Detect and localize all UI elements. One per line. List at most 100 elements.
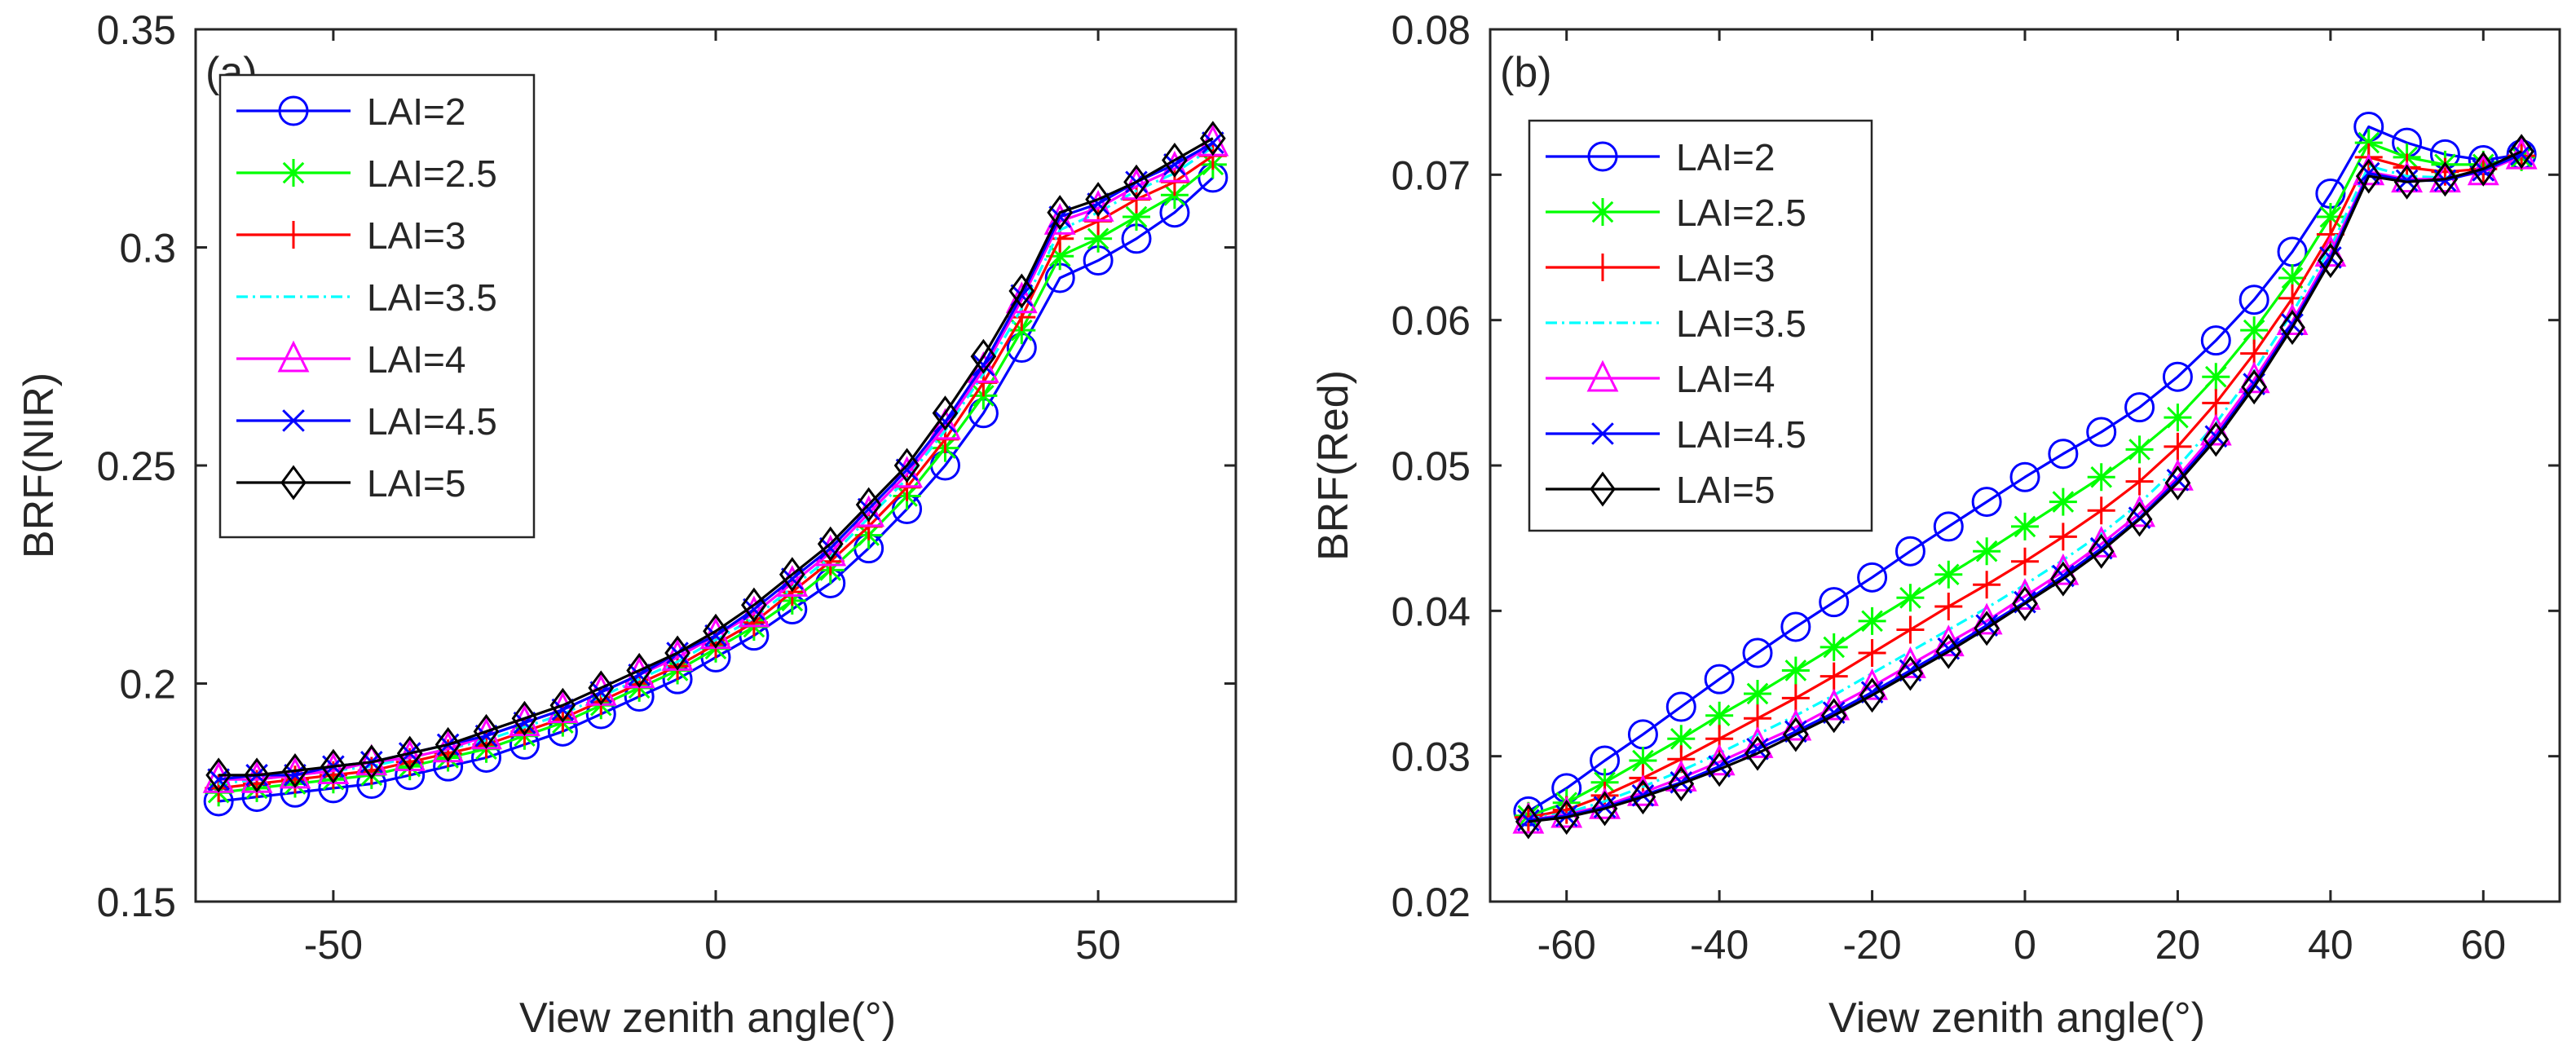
x-tick-label: 40 — [2308, 922, 2353, 968]
legend-entry: LAI=5 — [236, 462, 466, 505]
series-line — [1528, 154, 2522, 820]
data-point — [1667, 725, 1696, 753]
data-point — [1934, 592, 1963, 620]
data-point — [1629, 747, 1657, 775]
data-point — [2011, 512, 2039, 540]
data-point — [2203, 421, 2230, 457]
legend-entry: LAI=3 — [236, 214, 466, 257]
data-point — [2011, 547, 2039, 576]
data-point — [284, 764, 307, 787]
data-point — [434, 726, 461, 762]
data-point — [895, 458, 919, 482]
data-point — [1973, 537, 2001, 566]
legend-label: LAI=2 — [367, 90, 466, 133]
legend-entry: LAI=4 — [1546, 358, 1775, 400]
y-tick-label: 0.2 — [119, 662, 176, 708]
data-point — [2124, 392, 2155, 423]
data-point — [2354, 129, 2383, 157]
data-point — [1781, 656, 1810, 685]
data-point — [1820, 662, 1848, 690]
data-point — [1668, 766, 1695, 802]
data-point — [2508, 134, 2535, 170]
legend-marker — [1589, 254, 1617, 281]
data-point — [2393, 164, 2420, 200]
data-point — [2087, 496, 2115, 525]
data-point — [893, 448, 920, 483]
data-point — [1704, 664, 1735, 695]
legend-marker — [280, 465, 307, 501]
chart-panel-b: 0.02 0.03 0.04 0.05 0.06 0.07 0.08 -60 -40 -20 0 20… — [1310, 7, 2561, 1042]
y-tick-label: 0.35 — [97, 7, 176, 53]
data-point — [358, 744, 385, 780]
data-point — [1591, 791, 1618, 827]
data-point — [1553, 800, 1580, 836]
data-point — [2049, 487, 2077, 516]
data-point — [855, 487, 882, 523]
data-point — [1162, 142, 1188, 179]
data-point — [2049, 523, 2077, 551]
data-point — [2470, 151, 2497, 187]
data-point — [320, 748, 346, 784]
legend-marker — [280, 221, 307, 249]
data-point — [1199, 121, 1226, 157]
series-LAI=2 — [1513, 111, 2537, 827]
data-point — [2162, 361, 2193, 392]
y-tick-label: 0.08 — [1392, 7, 1471, 53]
data-point — [1896, 615, 1925, 644]
data-point — [2125, 467, 2154, 496]
data-point — [2125, 435, 2154, 464]
data-point — [743, 598, 765, 621]
y-tick-label: 0.03 — [1392, 734, 1471, 780]
data-point — [626, 652, 653, 688]
legend: LAI=2 LAI=2.5 LAI=3 LAI=3.5 LAI=4 LAI=4.5 LAI=… — [1528, 119, 1873, 532]
y-tick-label: 0.25 — [97, 443, 176, 489]
data-point — [511, 700, 538, 736]
legend-marker — [1589, 198, 1617, 226]
data-point — [1971, 487, 2002, 518]
data-point — [1084, 224, 1113, 253]
legend-marker — [282, 409, 305, 432]
data-point — [857, 497, 880, 521]
x-tick-label: 0 — [2014, 922, 2036, 968]
data-point — [1742, 637, 1773, 668]
data-point — [1706, 752, 1733, 787]
legend-entry: LAI=4 — [236, 338, 466, 381]
legend-label: LAI=4 — [1676, 358, 1775, 400]
legend-entry: LAI=4.5 — [1546, 413, 1806, 456]
x-tick-label: -20 — [1842, 922, 1901, 968]
data-point — [1895, 536, 1925, 567]
data-point — [2316, 203, 2344, 232]
data-point — [588, 670, 615, 706]
data-point — [244, 757, 270, 793]
legend: LAI=2 LAI=2.5 LAI=3 LAI=3.5 LAI=4 LAI=4.5 LAI=… — [218, 73, 536, 539]
data-point — [818, 536, 842, 560]
y-tick-label: 0.3 — [119, 226, 176, 271]
data-point — [1515, 804, 1542, 840]
data-point — [1896, 584, 1925, 612]
data-point — [1933, 511, 1964, 542]
legend-box — [1528, 119, 1873, 532]
data-point — [2200, 325, 2231, 356]
legend-label: LAI=2.5 — [1676, 192, 1806, 234]
x-tick-label: 0 — [704, 922, 727, 968]
legend-entry: LAI=5 — [1546, 469, 1775, 511]
data-point — [2049, 561, 2076, 597]
y-tick-label: 0.05 — [1392, 443, 1471, 489]
data-point — [1630, 779, 1656, 815]
legend-entry: LAI=3.5 — [236, 276, 497, 319]
chart-panel-a: 0.15 0.2 0.25 0.3 0.35 -50 0 50 View zenith angl… — [15, 7, 1237, 1042]
data-point — [549, 687, 576, 723]
data-point — [2164, 465, 2191, 501]
data-point — [2279, 310, 2305, 346]
data-point — [1780, 611, 1811, 642]
y-axis-label: BRF(Red) — [1310, 370, 1357, 561]
y-tick-label: 0.02 — [1392, 880, 1471, 925]
legend-entry: LAI=2 — [236, 90, 466, 133]
data-point — [1047, 195, 1074, 231]
data-point — [933, 410, 957, 434]
y-tick-label: 0.06 — [1392, 298, 1471, 344]
x-tick-label: 60 — [2460, 922, 2506, 968]
legend-marker — [280, 159, 307, 187]
legend-label: LAI=4.5 — [1676, 413, 1806, 456]
